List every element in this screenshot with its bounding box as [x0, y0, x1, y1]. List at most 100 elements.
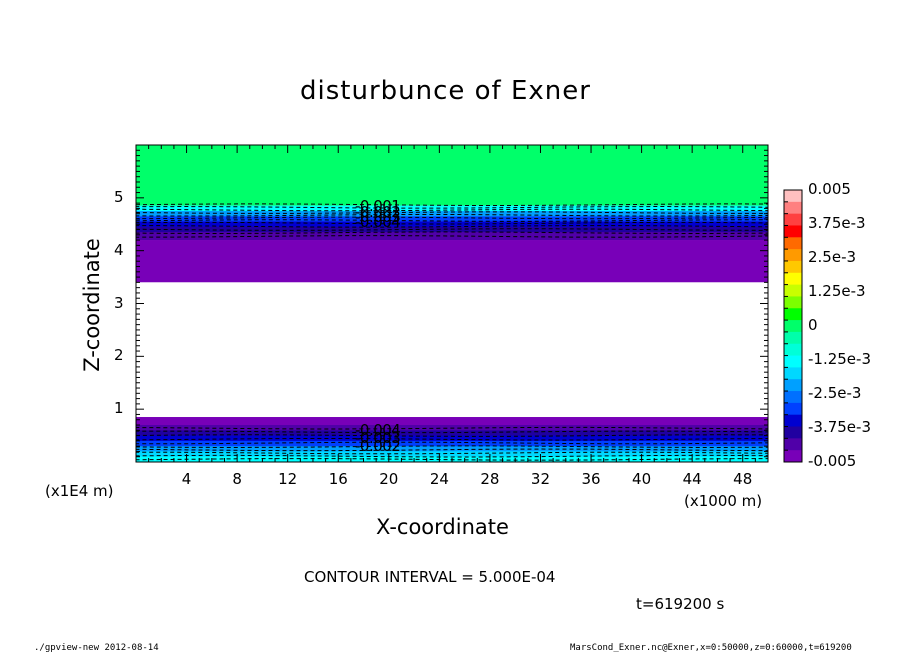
x-tick-label: 36 — [581, 470, 601, 488]
x-tick-marks — [148, 145, 756, 462]
colorbar-swatch — [784, 438, 802, 451]
colorbar-swatch — [784, 391, 802, 404]
colorbar-frame — [783, 189, 803, 463]
upper-layer-7 — [136, 248, 768, 267]
colorbar-swatch — [784, 426, 802, 439]
y-tick-label: 1 — [114, 399, 124, 418]
colorbar-swatch — [784, 355, 802, 368]
contour-line-2 — [135, 208, 769, 212]
x-axis-label: X-coordinate — [376, 515, 509, 539]
contour-value-label: -0.004 — [355, 421, 401, 440]
x-tick-label: 20 — [379, 470, 399, 488]
lower-layer-0 — [136, 417, 768, 426]
contour-line-19 — [135, 434, 769, 437]
y-tick-label: 2 — [114, 346, 124, 365]
contour-line-6 — [135, 219, 769, 222]
contour-line-8 — [135, 225, 769, 228]
colorbar-swatch — [784, 260, 802, 274]
contour-line-7 — [135, 221, 769, 225]
contour-line-11 — [135, 235, 769, 238]
colorbar-swatch — [784, 367, 802, 380]
contour-line-16 — [135, 445, 769, 448]
colorbar-label: 2.5e-3 — [808, 248, 857, 266]
contour-value-label: -0.003 — [355, 207, 401, 226]
chart-title: disturbunce of Exner — [300, 76, 591, 106]
colorbar-swatch — [784, 343, 802, 357]
upper-layer-2 — [136, 216, 768, 222]
contour-value-label: -0.002 — [355, 202, 401, 221]
x-tick-label: 24 — [429, 470, 449, 488]
contour-value-label: -0.003 — [355, 429, 401, 448]
y-unit-label: (x1E4 m) — [45, 482, 114, 500]
field-band-4 — [136, 282, 768, 418]
heatmap-field — [136, 145, 768, 462]
colorbar-label: -1.25e-3 — [808, 350, 871, 368]
colorbar-swatch — [784, 284, 802, 297]
colorbar — [783, 189, 803, 463]
x-tick-label: 28 — [480, 470, 500, 488]
y-tick-marks — [136, 149, 768, 458]
contour-line-14 — [135, 451, 769, 455]
x-tick-label: 4 — [181, 470, 192, 488]
upper-layer-1 — [136, 211, 768, 217]
contour-line-4 — [135, 213, 769, 217]
y-tick-label: 3 — [114, 293, 124, 312]
lower-layer-4 — [136, 440, 768, 447]
colorbar-label: 1.25e-3 — [808, 282, 866, 300]
colorbar-swatch — [784, 225, 802, 238]
colorbar-swatch — [784, 331, 802, 345]
colorbar-swatch — [784, 272, 802, 286]
footer-left: ./gpview-new 2012-08-14 — [34, 643, 159, 653]
lower-layer-3 — [136, 435, 768, 441]
x-tick-label: 8 — [232, 470, 242, 488]
contour-line-10 — [135, 231, 769, 234]
x-tick-label: 40 — [632, 470, 652, 488]
x-tick-label: 48 — [733, 470, 753, 488]
y-axis-label: Z-coordinate — [80, 238, 104, 372]
colorbar-swatch — [784, 249, 802, 262]
colorbar-swatch — [784, 402, 802, 416]
colorbar-swatch — [784, 414, 802, 428]
lower-layer-5 — [136, 446, 768, 452]
x-tick-label: 12 — [278, 470, 298, 488]
y-tick-label: 5 — [114, 187, 124, 206]
contour-interval-text: CONTOUR INTERVAL = 5.000E-04 — [304, 568, 556, 586]
contour-line-0 — [135, 203, 769, 206]
y-tick-label: 4 — [114, 240, 124, 259]
contour-line-20 — [135, 430, 769, 434]
contour-value-label: -0.004 — [355, 213, 401, 232]
time-text: t=619200 s — [636, 595, 725, 613]
contour-line-9 — [135, 228, 769, 231]
contour-line-21 — [135, 426, 769, 430]
colorbar-swatch — [784, 190, 802, 203]
x-unit-label: (x1000 m) — [684, 492, 763, 510]
x-tick-label: 16 — [328, 470, 348, 488]
colorbar-label: -3.75e-3 — [808, 418, 871, 436]
colorbar-swatch — [784, 450, 802, 463]
x-tick-label: 44 — [682, 470, 702, 488]
field-band-0 — [136, 145, 768, 206]
contour-value-label: -0.002 — [355, 437, 401, 456]
contour-line-18 — [135, 437, 769, 441]
x-tick-label: 32 — [530, 470, 551, 488]
colorbar-label: -2.5e-3 — [808, 384, 862, 402]
contour-line-17 — [135, 441, 769, 445]
colorbar-label: -0.005 — [808, 452, 857, 470]
colorbar-swatch — [784, 213, 802, 226]
colorbar-label: 0.005 — [808, 180, 851, 198]
colorbar-label: 0 — [808, 316, 818, 334]
footer-right: MarsCond_Exner.nc@Exner,x=0:50000,z=0:60… — [570, 643, 852, 653]
colorbar-swatch — [784, 201, 802, 215]
colorbar-label: 3.75e-3 — [808, 214, 866, 232]
contour-line-3 — [135, 211, 769, 214]
colorbar-swatch — [784, 237, 802, 250]
contour-line-1 — [135, 206, 769, 209]
colorbar-swatch — [784, 320, 802, 333]
lower-layer-6 — [136, 451, 768, 457]
lower-layer-1 — [136, 425, 768, 431]
contour-line-5 — [135, 216, 769, 220]
colorbar-swatch — [784, 296, 802, 309]
colorbar-swatch — [784, 379, 802, 392]
